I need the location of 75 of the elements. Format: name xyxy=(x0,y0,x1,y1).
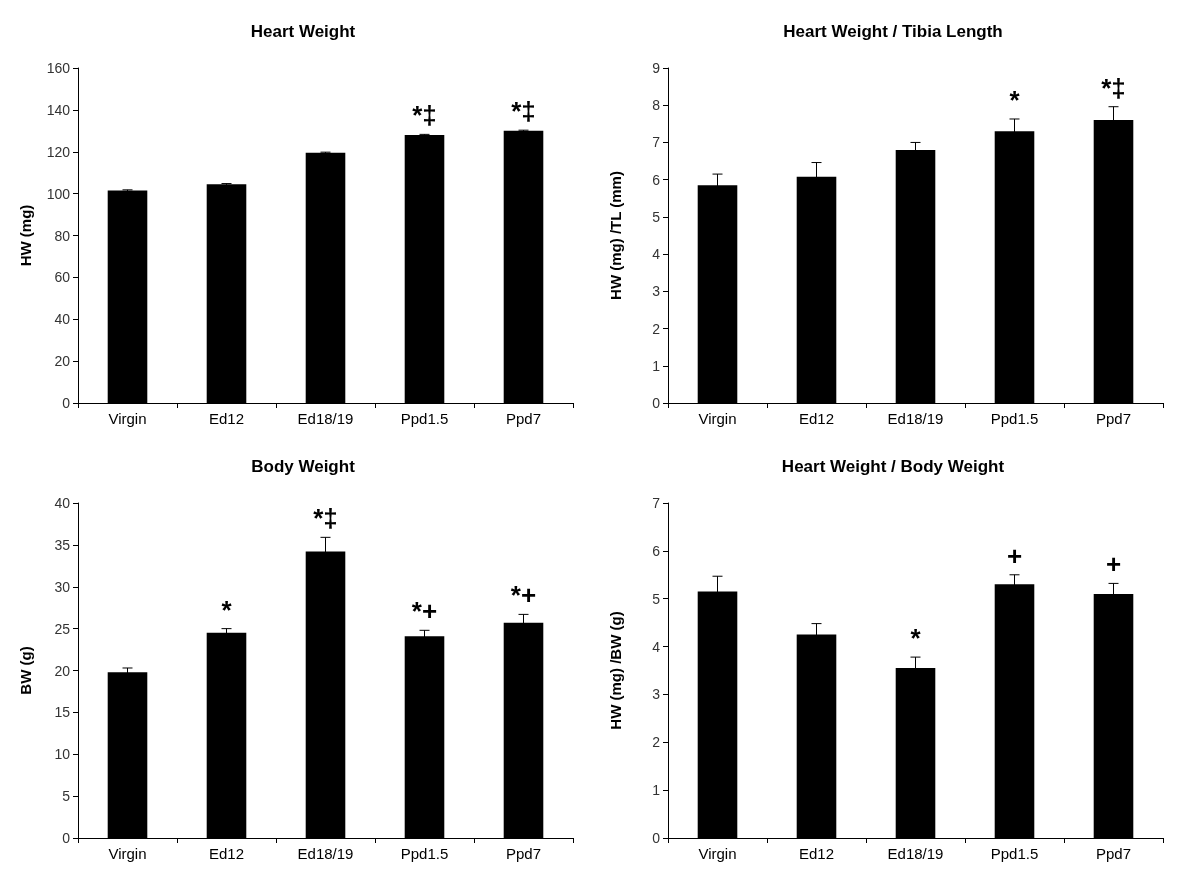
x-tick-label: Ppd1.5 xyxy=(400,410,449,427)
annotation: *‡ xyxy=(511,96,536,127)
y-tick-label: 40 xyxy=(54,311,71,328)
y-tick-label: 1 xyxy=(652,357,661,374)
x-tick-label: Ed12 xyxy=(798,845,835,862)
y-axis-title: HW (mg) xyxy=(17,204,34,267)
y-tick-label: 1 xyxy=(652,782,661,799)
x-tick-label: Ppd1.5 xyxy=(400,845,449,862)
annotation: *+ xyxy=(411,596,438,627)
chart-title: Heart Weight xyxy=(250,22,356,41)
y-tick-label: 2 xyxy=(652,734,661,751)
x-tick-label: Ed12 xyxy=(208,845,245,862)
annotation: *‡ xyxy=(412,100,437,131)
x-tick-label: Ppd7 xyxy=(1095,410,1132,427)
y-tick-label: 60 xyxy=(54,269,71,286)
annotation: + xyxy=(1006,540,1023,571)
y-tick-label: 4 xyxy=(652,246,661,263)
annotation: *+ xyxy=(510,580,537,611)
x-tick-label: Virgin xyxy=(108,845,147,862)
x-tick-label: Virgin xyxy=(108,410,147,427)
y-tick-label: 3 xyxy=(652,686,661,703)
y-tick-label: 0 xyxy=(62,395,71,411)
x-tick-label: Ppd7 xyxy=(505,845,542,862)
x-tick-label: Ed12 xyxy=(208,410,245,427)
y-tick-label: 20 xyxy=(54,353,71,370)
chart-title: Heart Weight / Body Weight xyxy=(781,457,1005,476)
y-tick-label: 7 xyxy=(652,495,661,511)
y-tick-label: 0 xyxy=(652,395,661,411)
x-tick-label: Ed12 xyxy=(798,410,835,427)
x-tick-label: Ed18/19 xyxy=(887,410,944,427)
x-tick-label: Ppd1.5 xyxy=(990,410,1039,427)
y-axis-title: BW (g) xyxy=(17,646,34,695)
y-tick-label: 3 xyxy=(652,283,661,300)
y-tick-label: 15 xyxy=(54,704,71,721)
x-tick-label: Ppd1.5 xyxy=(990,845,1039,862)
y-tick-label: 20 xyxy=(54,662,71,679)
y-tick-label: 5 xyxy=(652,590,661,607)
y-tick-label: 40 xyxy=(54,495,71,511)
y-tick-label: 10 xyxy=(54,746,71,763)
annotation: *‡ xyxy=(1101,72,1126,103)
annotation: + xyxy=(1105,549,1122,580)
chart-title: Body Weight xyxy=(251,457,356,476)
y-axis-title: HW (mg) /BW (g) xyxy=(607,611,624,730)
x-tick-label: Ppd7 xyxy=(1095,845,1132,862)
y-tick-label: 5 xyxy=(652,208,661,225)
x-tick-label: Ppd7 xyxy=(505,410,542,427)
annotation: * xyxy=(221,594,233,625)
y-tick-label: 6 xyxy=(652,542,661,559)
y-tick-label: 25 xyxy=(54,620,71,637)
y-tick-label: 5 xyxy=(62,788,71,805)
y-axis-title: HW (mg) /TL (mm) xyxy=(607,171,624,300)
annotation: * xyxy=(1009,84,1021,115)
annotation: * xyxy=(910,623,922,654)
y-tick-label: 2 xyxy=(652,320,661,337)
x-tick-label: Ed18/19 xyxy=(887,845,944,862)
y-tick-label: 140 xyxy=(46,101,71,118)
y-tick-label: 80 xyxy=(54,227,71,244)
y-tick-label: 120 xyxy=(46,143,71,160)
chart-title: Heart Weight / Tibia Length xyxy=(783,22,1003,41)
annotation: *‡ xyxy=(313,503,338,534)
x-tick-label: Virgin xyxy=(698,410,737,427)
y-tick-label: 0 xyxy=(62,830,71,846)
y-tick-label: 4 xyxy=(652,638,661,655)
y-tick-label: 35 xyxy=(54,536,71,553)
x-tick-label: Ed18/19 xyxy=(297,410,354,427)
x-tick-label: Virgin xyxy=(698,845,737,862)
y-tick-label: 8 xyxy=(652,97,661,114)
y-tick-label: 30 xyxy=(54,578,71,595)
x-tick-label: Ed18/19 xyxy=(297,845,354,862)
y-tick-label: 7 xyxy=(652,134,661,151)
y-tick-label: 9 xyxy=(652,60,661,76)
y-tick-label: 0 xyxy=(652,830,661,846)
y-tick-label: 160 xyxy=(46,60,71,76)
y-tick-label: 6 xyxy=(652,171,661,188)
y-tick-label: 100 xyxy=(46,185,71,202)
